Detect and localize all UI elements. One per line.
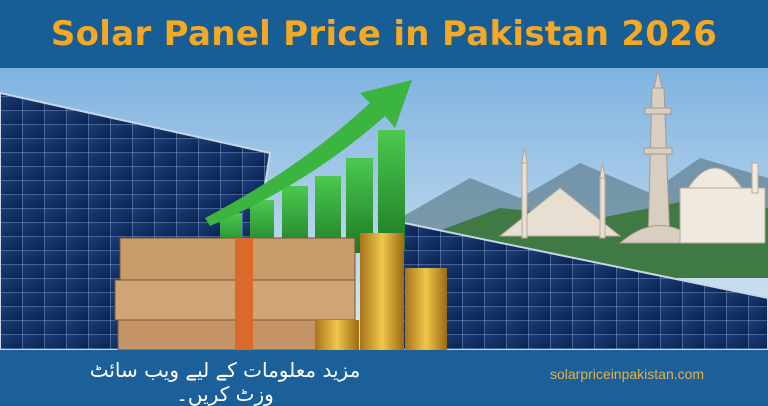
header: Solar Panel Price in Pakistan 2026: [0, 0, 768, 68]
hero-illustration: [0, 68, 768, 350]
hero-image: [0, 68, 768, 350]
growth-arrow: [205, 80, 412, 226]
gold-coin-stacks: [315, 233, 447, 350]
white-mosque-dome: [679, 162, 766, 244]
faisal-mosque: [498, 147, 622, 239]
urdu-call-to-action: مزید معلومات کے لیے ویب سائٹ وزٹ کریں۔: [89, 358, 361, 406]
footer: مزید معلومات کے لیے ویب سائٹ وزٹ کریں۔ s…: [0, 350, 768, 406]
website-link[interactable]: solarpriceinpakistan.com: [550, 366, 705, 382]
rupee-banknote-stacks: [114, 237, 356, 350]
page-title: Solar Panel Price in Pakistan 2026: [50, 14, 718, 54]
